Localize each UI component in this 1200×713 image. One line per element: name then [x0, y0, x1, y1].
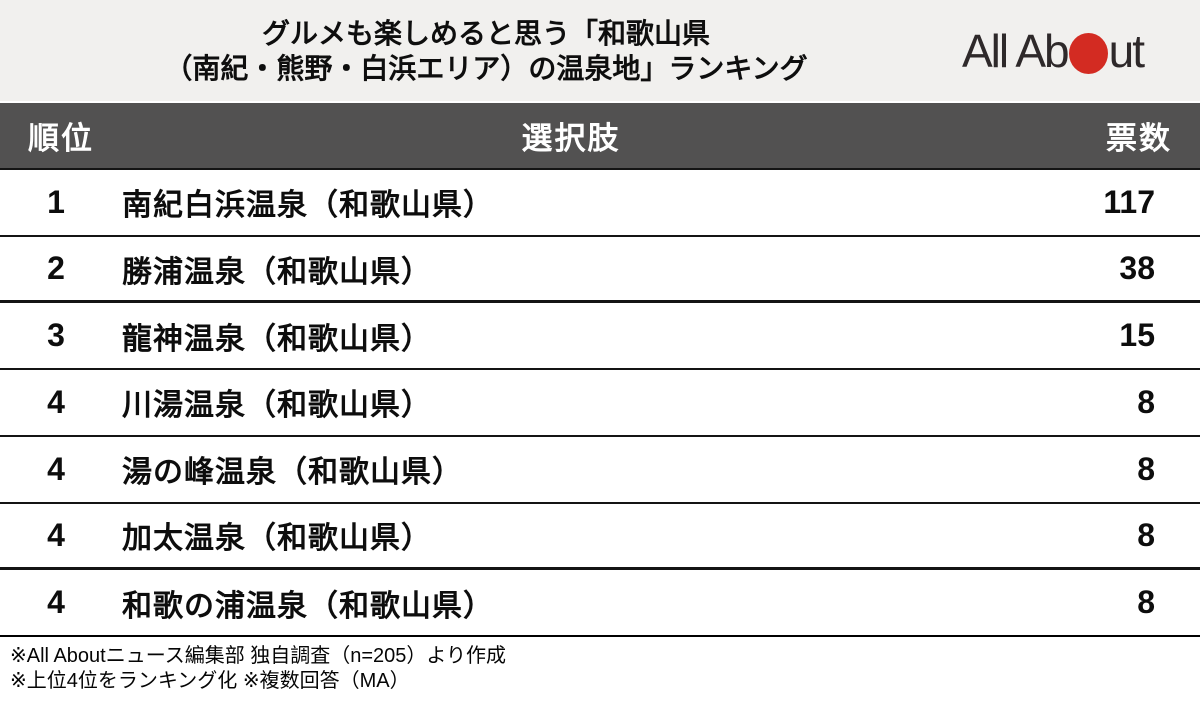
- table-row: 4 和歌の浦温泉（和歌山県） 8: [0, 570, 1200, 637]
- all-about-logo: All Ab ut: [962, 28, 1200, 74]
- footnotes: ※All Aboutニュース編集部 独自調査（n=205）より作成 ※上位4位を…: [0, 637, 1200, 694]
- choice-cell: 川湯温泉（和歌山県）: [122, 389, 432, 423]
- choice-cell: 南紀白浜温泉（和歌山県）: [122, 189, 494, 223]
- votes-cell: 8: [1137, 516, 1155, 553]
- column-header-choice: 選択肢: [521, 121, 621, 156]
- table-row: 2 勝浦温泉（和歌山県） 38: [0, 236, 1200, 304]
- choice-cell: 勝浦温泉（和歌山県）: [122, 255, 432, 289]
- table-body: 1 南紀白浜温泉（和歌山県） 117 2 勝浦温泉（和歌山県） 38 3 龍神温…: [0, 170, 1200, 637]
- column-header-votes: 票数: [1106, 121, 1172, 156]
- page-title-line-2: （南紀・熊野・白浜エリア）の温泉地」ランキング: [164, 52, 808, 84]
- table-row: 3 龍神温泉（和歌山県） 15: [0, 303, 1200, 371]
- votes-cell: 117: [1103, 183, 1155, 220]
- rank-cell: 1: [47, 183, 65, 220]
- votes-cell: 38: [1119, 250, 1155, 287]
- title-band: グルメも楽しめると思う「和歌山県 （南紀・熊野・白浜エリア）の温泉地」ランキング…: [0, 0, 1200, 101]
- choice-cell: 龍神温泉（和歌山県）: [122, 322, 432, 356]
- page-title-line-1: グルメも楽しめると思う「和歌山県: [261, 17, 710, 49]
- votes-cell: 15: [1119, 317, 1155, 354]
- page-title: グルメも楽しめると思う「和歌山県 （南紀・熊野・白浜エリア）の温泉地」ランキング: [0, 16, 962, 86]
- choice-cell: 湯の峰温泉（和歌山県）: [122, 456, 463, 490]
- footnote-line-1: ※All Aboutニュース編集部 独自調査（n=205）より作成: [10, 644, 507, 667]
- logo-text-right: ut: [1108, 24, 1145, 77]
- votes-cell: 8: [1137, 383, 1155, 420]
- table-row: 4 川湯温泉（和歌山県） 8: [0, 370, 1200, 437]
- logo-red-dot-icon: [1068, 33, 1108, 74]
- votes-cell: 8: [1137, 450, 1155, 487]
- choice-cell: 加太温泉（和歌山県）: [122, 522, 432, 556]
- table-row: 1 南紀白浜温泉（和歌山県） 117: [0, 170, 1200, 237]
- rank-cell: 4: [47, 584, 65, 621]
- rank-cell: 2: [47, 250, 65, 287]
- footnote-line-2: ※上位4位をランキング化 ※複数回答（MA）: [10, 669, 410, 692]
- table-row: 4 加太温泉（和歌山県） 8: [0, 503, 1200, 571]
- votes-cell: 8: [1137, 584, 1155, 621]
- rank-cell: 4: [47, 383, 65, 420]
- table-header-row: 順位 選択肢 票数: [0, 103, 1200, 170]
- rank-cell: 4: [47, 516, 65, 553]
- column-header-rank: 順位: [28, 121, 94, 156]
- logo-text-left: All Ab: [962, 24, 1070, 77]
- choice-cell: 和歌の浦温泉（和歌山県）: [122, 589, 494, 623]
- table-row: 4 湯の峰温泉（和歌山県） 8: [0, 436, 1200, 504]
- rank-cell: 4: [47, 450, 65, 487]
- rank-cell: 3: [47, 317, 65, 354]
